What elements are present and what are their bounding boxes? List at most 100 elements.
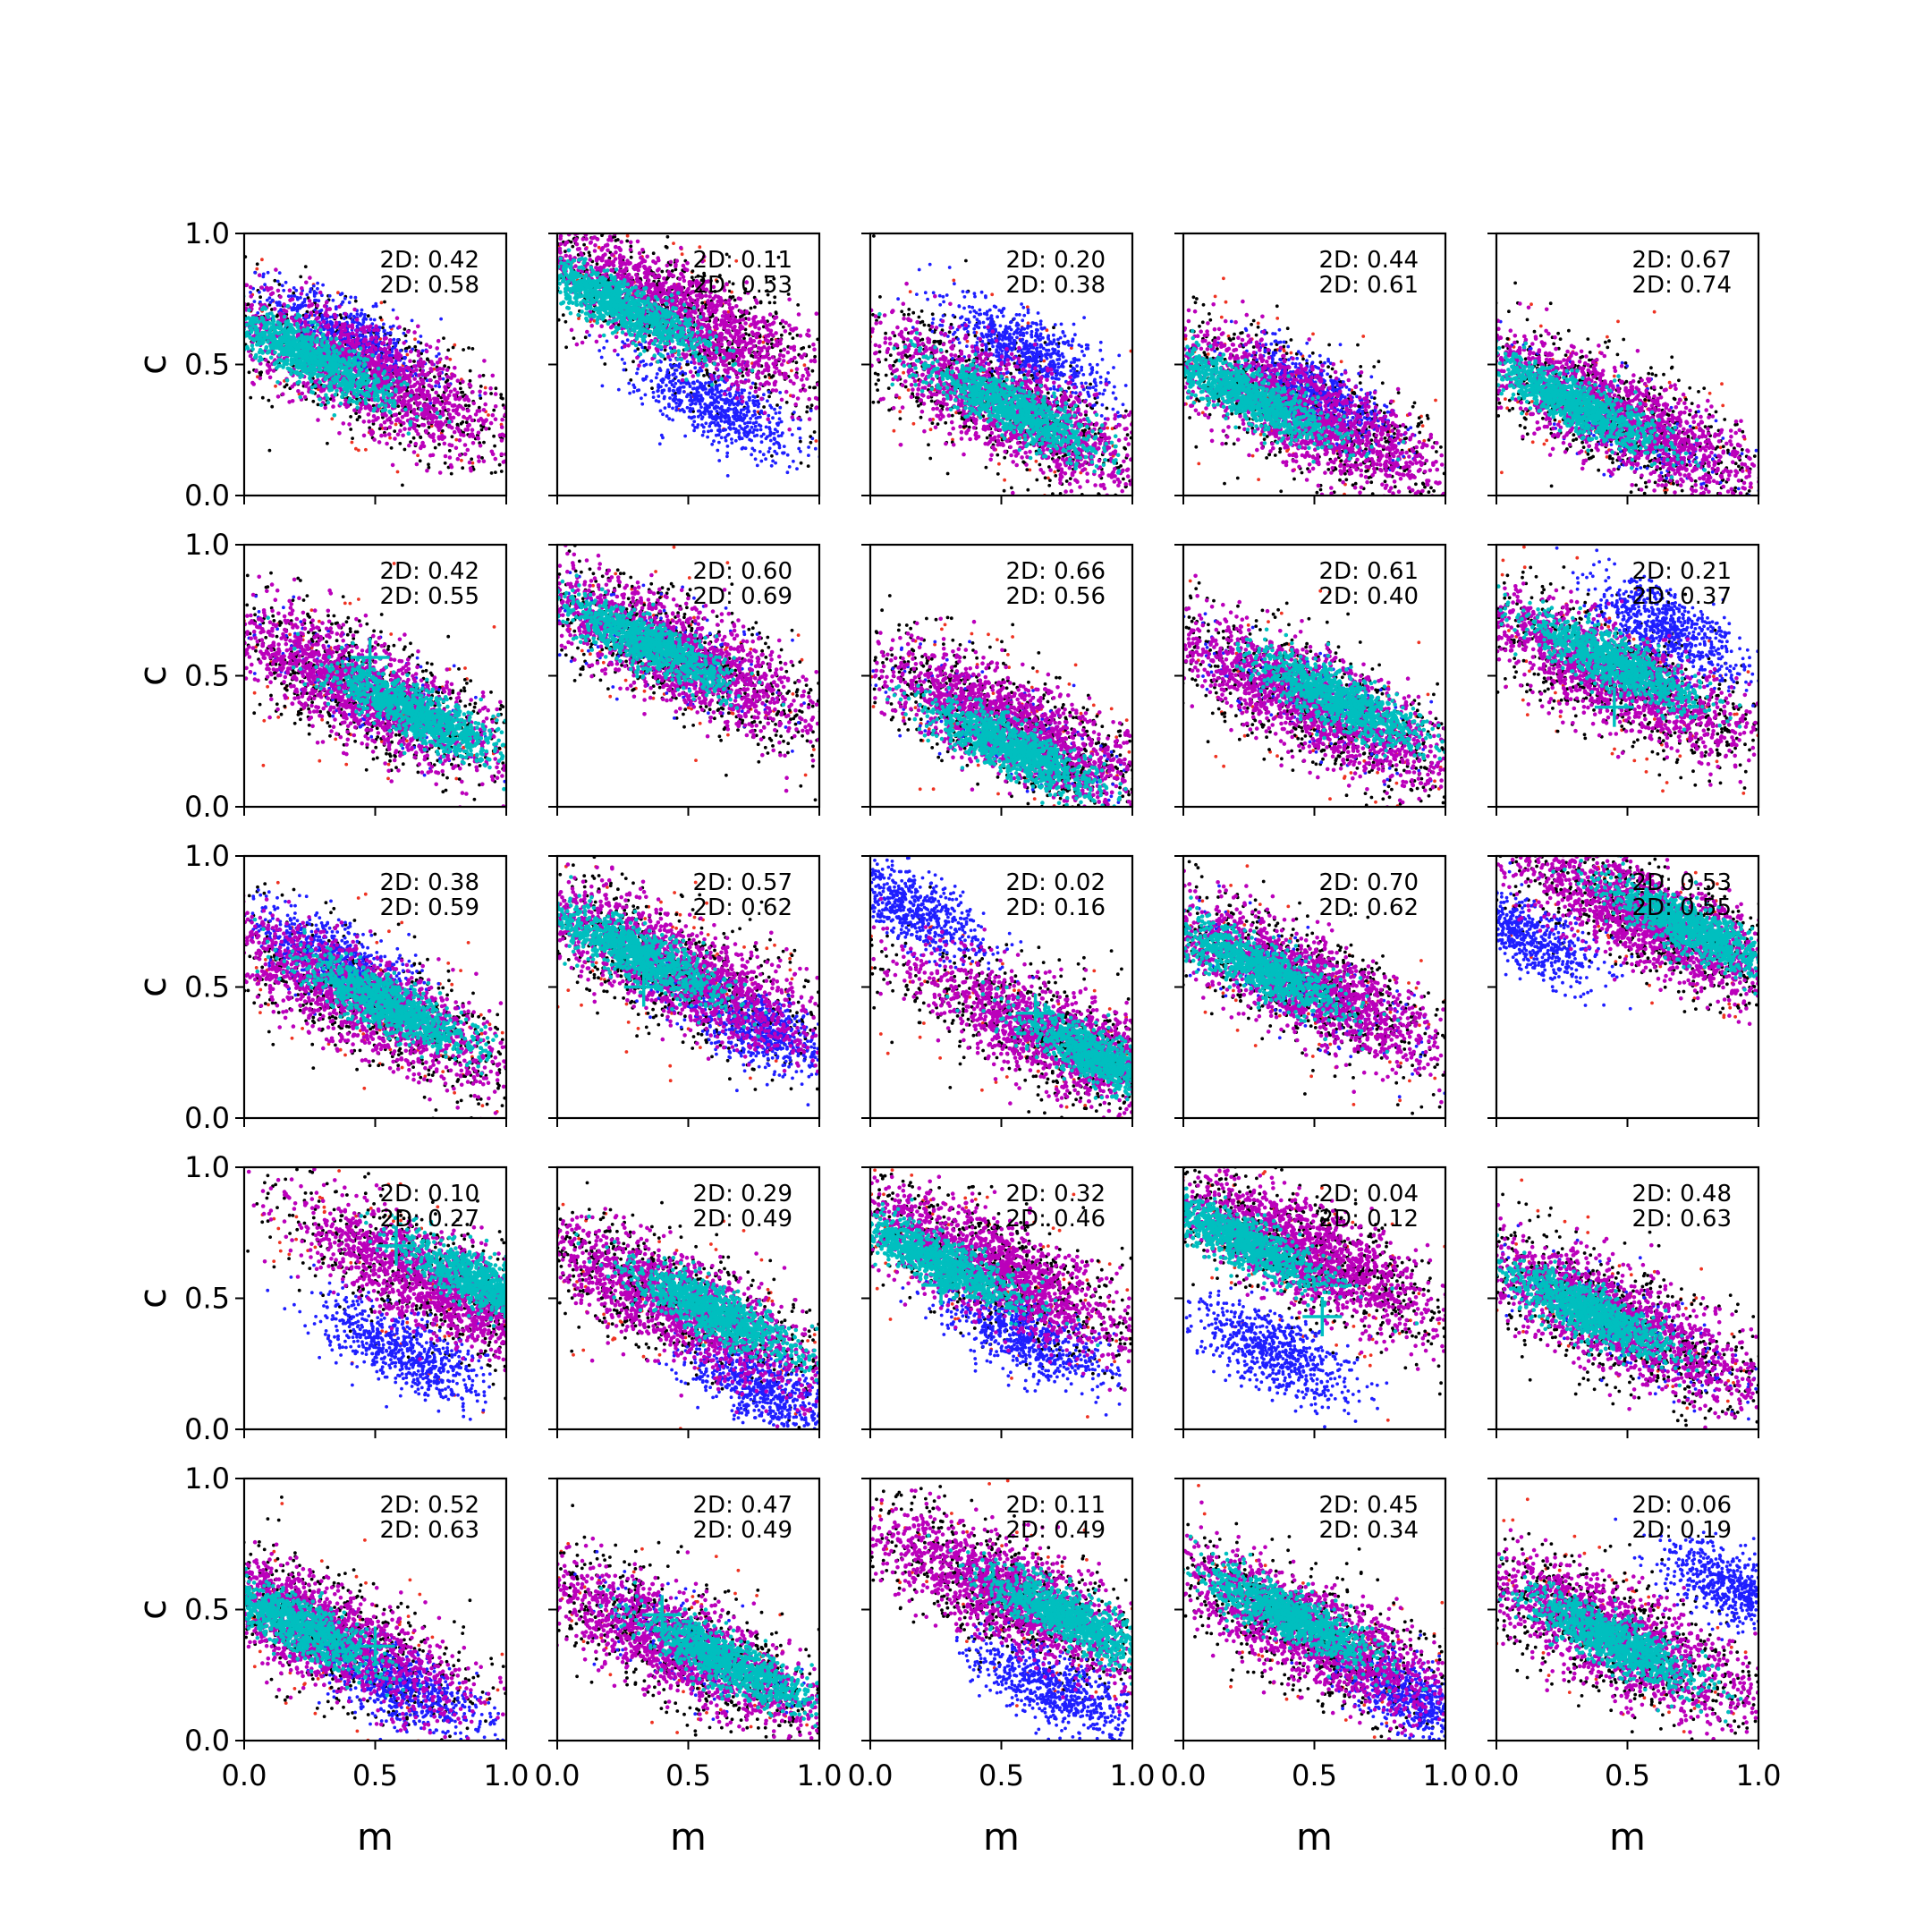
black-point <box>733 299 737 302</box>
cyan-point <box>305 368 309 372</box>
blue-point <box>434 385 437 388</box>
cyan-point <box>258 348 263 352</box>
cyan-point <box>438 415 443 419</box>
magenta-point <box>422 360 427 365</box>
cyan-point <box>286 367 291 371</box>
blue-point <box>253 300 257 303</box>
magenta-point <box>362 419 367 424</box>
black-point <box>564 345 568 349</box>
magenta-point <box>483 391 487 395</box>
magenta-point <box>291 399 295 403</box>
black-point <box>249 396 252 400</box>
magenta-point <box>478 390 482 394</box>
black-point <box>248 370 251 374</box>
blue-point <box>341 292 344 295</box>
magenta-point <box>420 364 425 369</box>
magenta-point <box>333 313 337 318</box>
cyan-point <box>279 341 284 345</box>
cyan-point <box>266 312 270 317</box>
magenta-point <box>412 364 417 369</box>
cyan-point <box>331 346 335 351</box>
blue-point <box>321 284 325 287</box>
magenta-point <box>347 333 352 337</box>
cyan-point <box>281 349 285 353</box>
black-point <box>770 454 774 458</box>
black-point <box>767 373 771 377</box>
magenta-point <box>366 343 370 347</box>
cyan-point <box>358 361 362 366</box>
cyan-point <box>340 384 344 388</box>
black-point <box>403 448 407 452</box>
magenta-point <box>436 339 441 343</box>
cyan-point <box>292 343 297 348</box>
magenta-point <box>315 310 319 315</box>
magenta-point <box>412 427 417 431</box>
cyan-point <box>323 377 327 382</box>
magenta-point <box>456 428 461 432</box>
black-point <box>412 436 416 440</box>
cyan-point <box>267 335 271 340</box>
cyan-point <box>316 375 320 379</box>
blue-point <box>692 429 696 433</box>
cyan-point <box>266 340 270 344</box>
black-point <box>339 313 343 317</box>
cyan-point <box>250 347 255 352</box>
cyan-point <box>381 409 386 413</box>
black-point <box>666 235 670 239</box>
magenta-point <box>455 391 460 395</box>
cyan-point <box>267 331 272 335</box>
magenta-point <box>412 408 417 412</box>
blue-point <box>720 419 724 423</box>
magenta-point <box>454 446 459 451</box>
blue-point <box>309 287 313 291</box>
magenta-point <box>435 346 439 351</box>
cyan-point <box>363 398 368 402</box>
cyan-point <box>310 347 315 352</box>
blue-point <box>258 291 261 294</box>
magenta-point <box>458 453 462 458</box>
black-point <box>770 376 774 379</box>
magenta-point <box>468 461 472 465</box>
magenta-point <box>500 438 504 443</box>
magenta-point <box>469 469 473 473</box>
black-point <box>351 436 354 440</box>
magenta-point <box>466 397 470 402</box>
cyan-point <box>336 370 341 375</box>
cyan-point <box>319 403 324 408</box>
magenta-point <box>450 444 454 448</box>
blue-point <box>261 275 265 279</box>
magenta-point <box>402 427 407 431</box>
magenta-point <box>465 417 470 421</box>
magenta-point <box>278 311 283 316</box>
blue-point <box>701 415 705 419</box>
cyan-point <box>355 394 360 398</box>
cyan-point <box>275 360 280 364</box>
cyan-point <box>337 374 342 378</box>
cyan-point <box>275 326 280 330</box>
magenta-point <box>415 462 419 467</box>
red-point <box>681 252 684 256</box>
black-point <box>812 386 816 390</box>
magenta-point <box>316 303 320 308</box>
magenta-point <box>300 292 304 296</box>
blue-point <box>313 299 317 302</box>
black-point <box>588 254 591 258</box>
magenta-point <box>435 380 439 385</box>
magenta-point <box>385 442 389 446</box>
cyan-point <box>282 335 286 339</box>
black-point <box>616 238 620 242</box>
cyan-point <box>299 351 303 355</box>
blue-point <box>417 341 420 344</box>
black-point <box>326 442 329 445</box>
cyan-point <box>305 356 309 360</box>
red-point <box>260 258 264 261</box>
magenta-point <box>449 390 453 394</box>
magenta-point <box>428 453 433 458</box>
cyan-point <box>352 349 356 353</box>
cyan-point <box>386 376 390 380</box>
black-point <box>807 464 810 468</box>
magenta-point <box>466 448 470 453</box>
magenta-point <box>484 427 488 431</box>
black-point <box>358 415 361 419</box>
blue-point <box>313 294 317 298</box>
